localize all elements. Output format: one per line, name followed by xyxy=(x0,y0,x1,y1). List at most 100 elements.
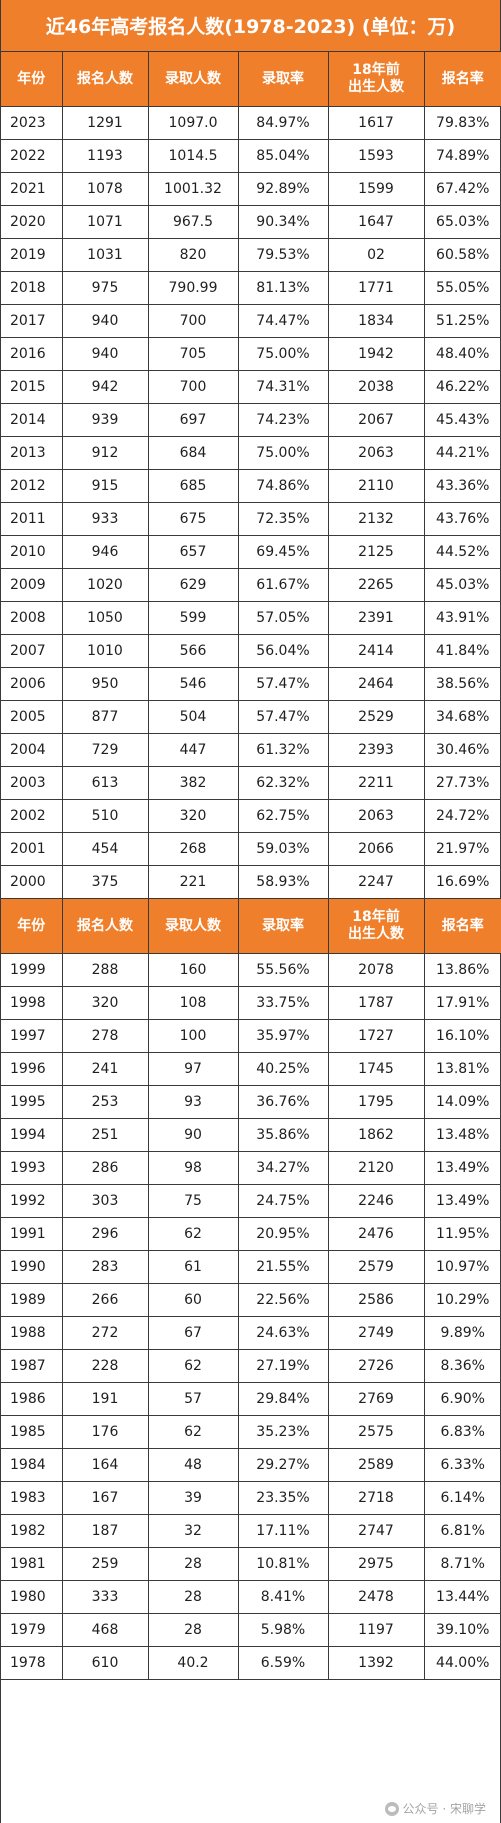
cell-application-rate: 43.36% xyxy=(423,469,501,503)
cell-admission-rate: 8.41% xyxy=(237,1580,329,1614)
cell-admitted: 967.5 xyxy=(147,205,239,239)
cell-applicants: 286 xyxy=(61,1151,149,1185)
cell-births-18y-prior: 2414 xyxy=(327,634,425,668)
table-row: 2005 877 504 57.47% 2529 34.68% xyxy=(1,700,501,734)
table-row: 2023 1291 1097.0 84.97% 1617 79.83% xyxy=(1,106,501,140)
cell-application-rate: 65.03% xyxy=(423,205,501,239)
cell-year: 1995 xyxy=(1,1085,63,1119)
cell-application-rate: 13.86% xyxy=(423,953,501,987)
table-row: 2014 939 697 74.23% 2067 45.43% xyxy=(1,403,501,437)
cell-applicants: 940 xyxy=(61,304,149,338)
cell-application-rate: 38.56% xyxy=(423,667,501,701)
cell-application-rate: 43.76% xyxy=(423,502,501,536)
cell-year: 2019 xyxy=(1,238,63,272)
cell-application-rate: 21.97% xyxy=(423,832,501,866)
cell-applicants: 187 xyxy=(61,1514,149,1548)
cell-births-18y-prior: 2265 xyxy=(327,568,425,602)
table-row: 1981 259 28 10.81% 2975 8.71% xyxy=(1,1547,501,1581)
cell-admitted: 28 xyxy=(147,1580,239,1614)
cell-applicants: 1031 xyxy=(61,238,149,272)
cell-applicants: 241 xyxy=(61,1052,149,1086)
cell-admitted: 657 xyxy=(147,535,239,569)
cell-application-rate: 6.90% xyxy=(423,1382,501,1416)
cell-application-rate: 55.05% xyxy=(423,271,501,305)
cell-admitted: 599 xyxy=(147,601,239,635)
cell-application-rate: 13.48% xyxy=(423,1118,501,1152)
header-births-line2: 出生人数 xyxy=(348,926,404,942)
cell-application-rate: 44.00% xyxy=(423,1646,501,1680)
cell-application-rate: 13.49% xyxy=(423,1151,501,1185)
cell-year: 1992 xyxy=(1,1184,63,1218)
cell-admitted: 39 xyxy=(147,1481,239,1515)
cell-application-rate: 16.69% xyxy=(423,865,501,899)
cell-admitted: 61 xyxy=(147,1250,239,1284)
cell-admitted: 160 xyxy=(147,953,239,987)
cell-admitted: 700 xyxy=(147,304,239,338)
cell-applicants: 1071 xyxy=(61,205,149,239)
cell-admitted: 566 xyxy=(147,634,239,668)
cell-admission-rate: 5.98% xyxy=(237,1613,329,1647)
cell-year: 2016 xyxy=(1,337,63,371)
cell-births-18y-prior: 2247 xyxy=(327,865,425,899)
cell-year: 2001 xyxy=(1,832,63,866)
cell-admission-rate: 6.59% xyxy=(237,1646,329,1680)
cell-applicants: 975 xyxy=(61,271,149,305)
cell-births-18y-prior: 2038 xyxy=(327,370,425,404)
cell-births-18y-prior: 2575 xyxy=(327,1415,425,1449)
watermark-text: 公众号 · 宋聊学 xyxy=(402,1802,486,1816)
header-cell-admission-rate: 录取率 xyxy=(237,898,329,954)
cell-births-18y-prior: 1197 xyxy=(327,1613,425,1647)
cell-applicants: 253 xyxy=(61,1085,149,1119)
cell-admission-rate: 75.00% xyxy=(237,436,329,470)
table-row: 1989 266 60 22.56% 2586 10.29% xyxy=(1,1283,501,1317)
cell-admitted: 685 xyxy=(147,469,239,503)
table-header-row: 年份 报名人数 录取人数 录取率 18年前 出生人数 报名率 xyxy=(1,52,501,107)
cell-year: 2021 xyxy=(1,172,63,206)
cell-year: 1999 xyxy=(1,953,63,987)
cell-births-18y-prior: 02 xyxy=(327,238,425,272)
cell-applicants: 266 xyxy=(61,1283,149,1317)
cell-application-rate: 6.33% xyxy=(423,1448,501,1482)
cell-applicants: 613 xyxy=(61,766,149,800)
cell-application-rate: 74.89% xyxy=(423,139,501,173)
cell-application-rate: 30.46% xyxy=(423,733,501,767)
cell-year: 2004 xyxy=(1,733,63,767)
cell-admission-rate: 36.76% xyxy=(237,1085,329,1119)
cell-applicants: 303 xyxy=(61,1184,149,1218)
cell-application-rate: 45.43% xyxy=(423,403,501,437)
cell-application-rate: 8.71% xyxy=(423,1547,501,1581)
cell-application-rate: 6.81% xyxy=(423,1514,501,1548)
cell-births-18y-prior: 2726 xyxy=(327,1349,425,1383)
cell-applicants: 940 xyxy=(61,337,149,371)
cell-births-18y-prior: 2120 xyxy=(327,1151,425,1185)
table-row: 1999 288 160 55.56% 2078 13.86% xyxy=(1,953,501,987)
cell-births-18y-prior: 2529 xyxy=(327,700,425,734)
table-row: 2007 1010 566 56.04% 2414 41.84% xyxy=(1,634,501,668)
table-row: 1992 303 75 24.75% 2246 13.49% xyxy=(1,1184,501,1218)
cell-admitted: 268 xyxy=(147,832,239,866)
cell-admission-rate: 10.81% xyxy=(237,1547,329,1581)
cell-application-rate: 45.03% xyxy=(423,568,501,602)
cell-application-rate: 46.22% xyxy=(423,370,501,404)
header-cell-admission-rate: 录取率 xyxy=(237,52,329,107)
cell-application-rate: 79.83% xyxy=(423,106,501,140)
table-row: 2006 950 546 57.47% 2464 38.56% xyxy=(1,667,501,701)
cell-admission-rate: 34.27% xyxy=(237,1151,329,1185)
cell-births-18y-prior: 1834 xyxy=(327,304,425,338)
table-row: 2010 946 657 69.45% 2125 44.52% xyxy=(1,535,501,569)
cell-admission-rate: 75.00% xyxy=(237,337,329,371)
cell-applicants: 933 xyxy=(61,502,149,536)
cell-admission-rate: 72.35% xyxy=(237,502,329,536)
cell-year: 1981 xyxy=(1,1547,63,1581)
cell-application-rate: 39.10% xyxy=(423,1613,501,1647)
cell-year: 2005 xyxy=(1,700,63,734)
table-row: 2015 942 700 74.31% 2038 46.22% xyxy=(1,370,501,404)
table-row: 1991 296 62 20.95% 2476 11.95% xyxy=(1,1217,501,1251)
cell-admission-rate: 23.35% xyxy=(237,1481,329,1515)
cell-application-rate: 17.91% xyxy=(423,986,501,1020)
cell-applicants: 278 xyxy=(61,1019,149,1053)
cell-year: 2018 xyxy=(1,271,63,305)
cell-applicants: 950 xyxy=(61,667,149,701)
header-cell-application-rate: 报名率 xyxy=(423,898,501,954)
header-cell-year: 年份 xyxy=(1,52,63,107)
